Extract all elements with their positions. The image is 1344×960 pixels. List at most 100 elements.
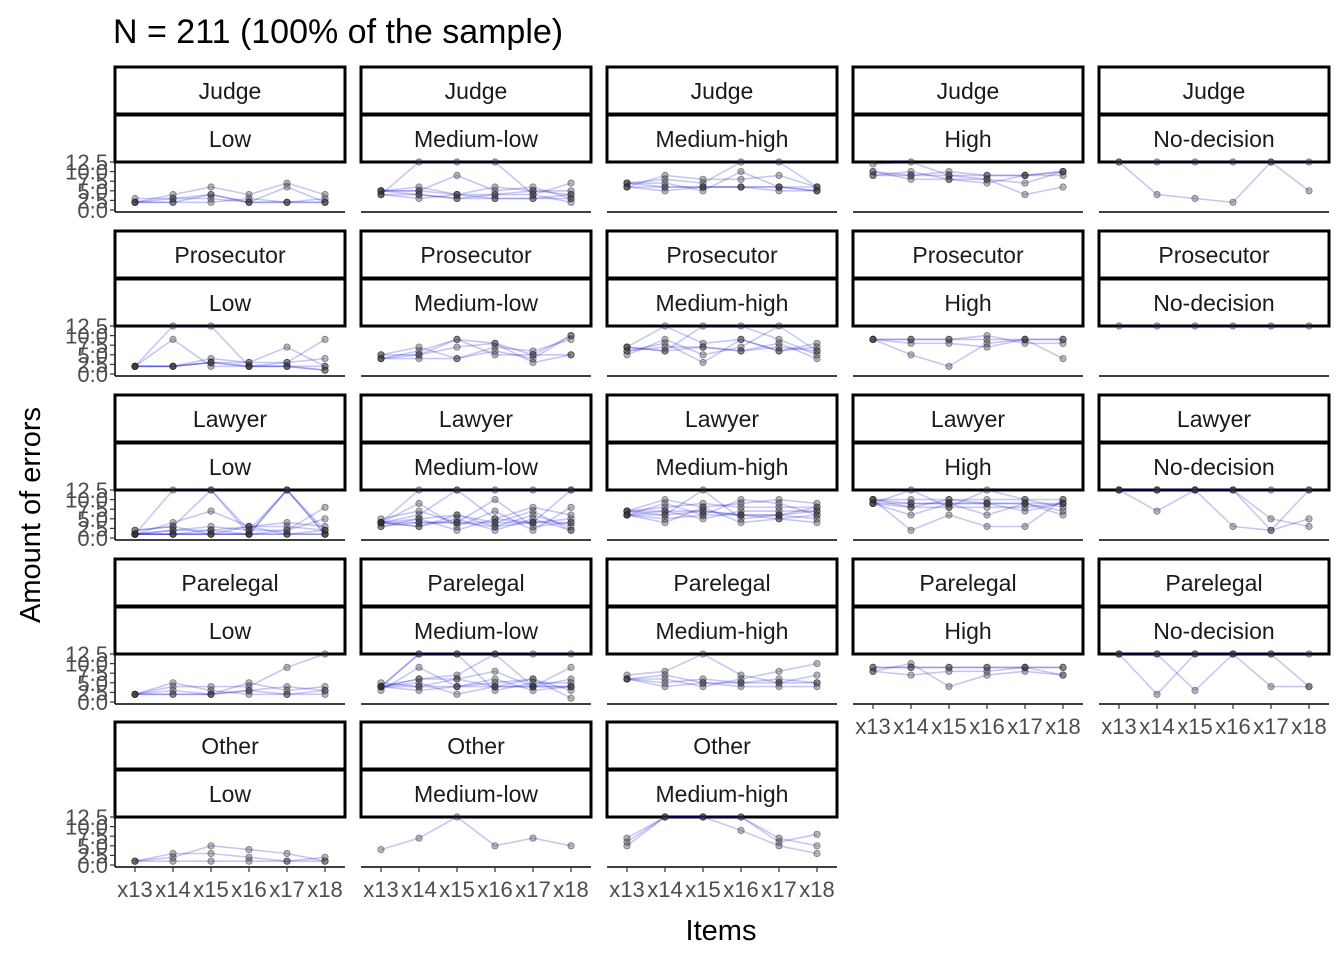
data-point — [1153, 191, 1161, 199]
data-point — [245, 191, 253, 199]
x-tick-label: x17 — [761, 877, 796, 902]
data-point — [321, 522, 329, 531]
data-point — [1059, 335, 1067, 343]
y-tick-label: 12.5 — [65, 150, 108, 175]
y-tick-label: 10.0 — [65, 324, 108, 349]
facet-strip-role-label: Parelegal — [181, 570, 278, 596]
data-point — [207, 857, 215, 865]
data-point — [491, 187, 499, 195]
facet-strip-role-label: Parelegal — [919, 570, 1016, 596]
x-tick-label: x18 — [799, 877, 834, 902]
data-point — [623, 347, 631, 355]
data-point — [321, 515, 329, 523]
data-point — [491, 486, 499, 494]
data-point — [661, 515, 669, 523]
data-point — [813, 515, 821, 523]
facet-strip-level — [851, 113, 1085, 164]
data-point — [207, 191, 215, 199]
data-point — [1267, 515, 1275, 523]
data-point — [661, 187, 669, 195]
data-point — [415, 511, 423, 519]
x-tick-label: x13 — [609, 877, 644, 902]
facet-panel-prosecutor-high: Prosecutor High — [851, 229, 1085, 377]
facet-strip-role — [605, 229, 839, 280]
data-point — [283, 857, 291, 865]
series-line — [381, 193, 572, 204]
data-point — [1229, 198, 1237, 206]
data-point — [737, 518, 745, 527]
series-line — [872, 338, 1063, 348]
data-point — [775, 511, 783, 519]
data-point — [699, 650, 707, 658]
data-point — [945, 495, 953, 504]
series-line — [380, 666, 572, 692]
data-point — [1267, 650, 1275, 658]
series-line — [381, 174, 572, 200]
data-point — [245, 857, 253, 865]
facet-strip-level — [113, 277, 347, 328]
data-point — [453, 171, 461, 179]
data-point — [377, 515, 385, 523]
data-point — [813, 518, 821, 527]
facet-strip-level — [605, 768, 839, 819]
data-point — [453, 526, 461, 534]
data-point — [737, 158, 745, 166]
data-point — [283, 686, 291, 695]
data-point — [491, 495, 499, 504]
data-point — [661, 671, 669, 679]
data-point — [491, 343, 499, 351]
data-point — [1115, 650, 1123, 658]
y-tick-label: 0.0 — [77, 690, 108, 715]
data-point — [661, 667, 669, 675]
series-line — [134, 525, 326, 536]
x-tick-label: x14 — [1139, 714, 1174, 739]
data-point — [661, 343, 669, 351]
facet-strip-level-label: No-decision — [1153, 126, 1274, 152]
data-point — [529, 522, 537, 531]
data-point — [623, 671, 631, 679]
data-point — [1305, 682, 1313, 691]
facet-strip-role — [605, 393, 839, 444]
series-line — [872, 498, 1064, 532]
data-point — [907, 526, 915, 534]
y-tick-label: 5.0 — [77, 179, 108, 204]
data-point — [567, 486, 575, 494]
data-point — [283, 343, 291, 351]
facet-strip-role-label: Prosecutor — [420, 242, 532, 268]
series-line — [626, 325, 818, 356]
y-tick-label: 5.0 — [77, 834, 108, 859]
x-tick-label: x15 — [1177, 714, 1212, 739]
facet-strip-role-label: Judge — [445, 78, 508, 104]
data-point — [661, 675, 669, 683]
series-line — [626, 498, 818, 512]
data-point — [207, 486, 215, 494]
data-point — [983, 499, 991, 507]
data-point — [131, 526, 139, 534]
data-point — [907, 339, 915, 347]
series-line — [135, 361, 326, 371]
series-line — [380, 193, 571, 200]
data-point — [661, 171, 669, 179]
series-line — [380, 498, 572, 528]
data-point — [775, 495, 783, 504]
facet-strip-role — [1097, 229, 1331, 280]
y-tick-label: 0.0 — [77, 198, 108, 223]
data-point — [207, 354, 215, 363]
series-line — [135, 197, 326, 204]
data-point — [491, 351, 499, 359]
data-point — [983, 667, 991, 675]
data-point — [1267, 486, 1275, 494]
data-point — [245, 522, 253, 531]
data-point — [415, 187, 423, 195]
x-tick-label: x17 — [269, 877, 304, 902]
data-point — [529, 526, 537, 534]
data-point — [207, 194, 215, 203]
data-point — [661, 503, 669, 511]
data-point — [377, 679, 385, 687]
data-point — [983, 179, 991, 187]
data-point — [453, 650, 461, 658]
facet-panel-parelegal-low: Parelegal Low 0.02.55.07.510.012.5 — [65, 557, 347, 715]
data-point — [699, 175, 707, 183]
series-line — [626, 510, 818, 516]
